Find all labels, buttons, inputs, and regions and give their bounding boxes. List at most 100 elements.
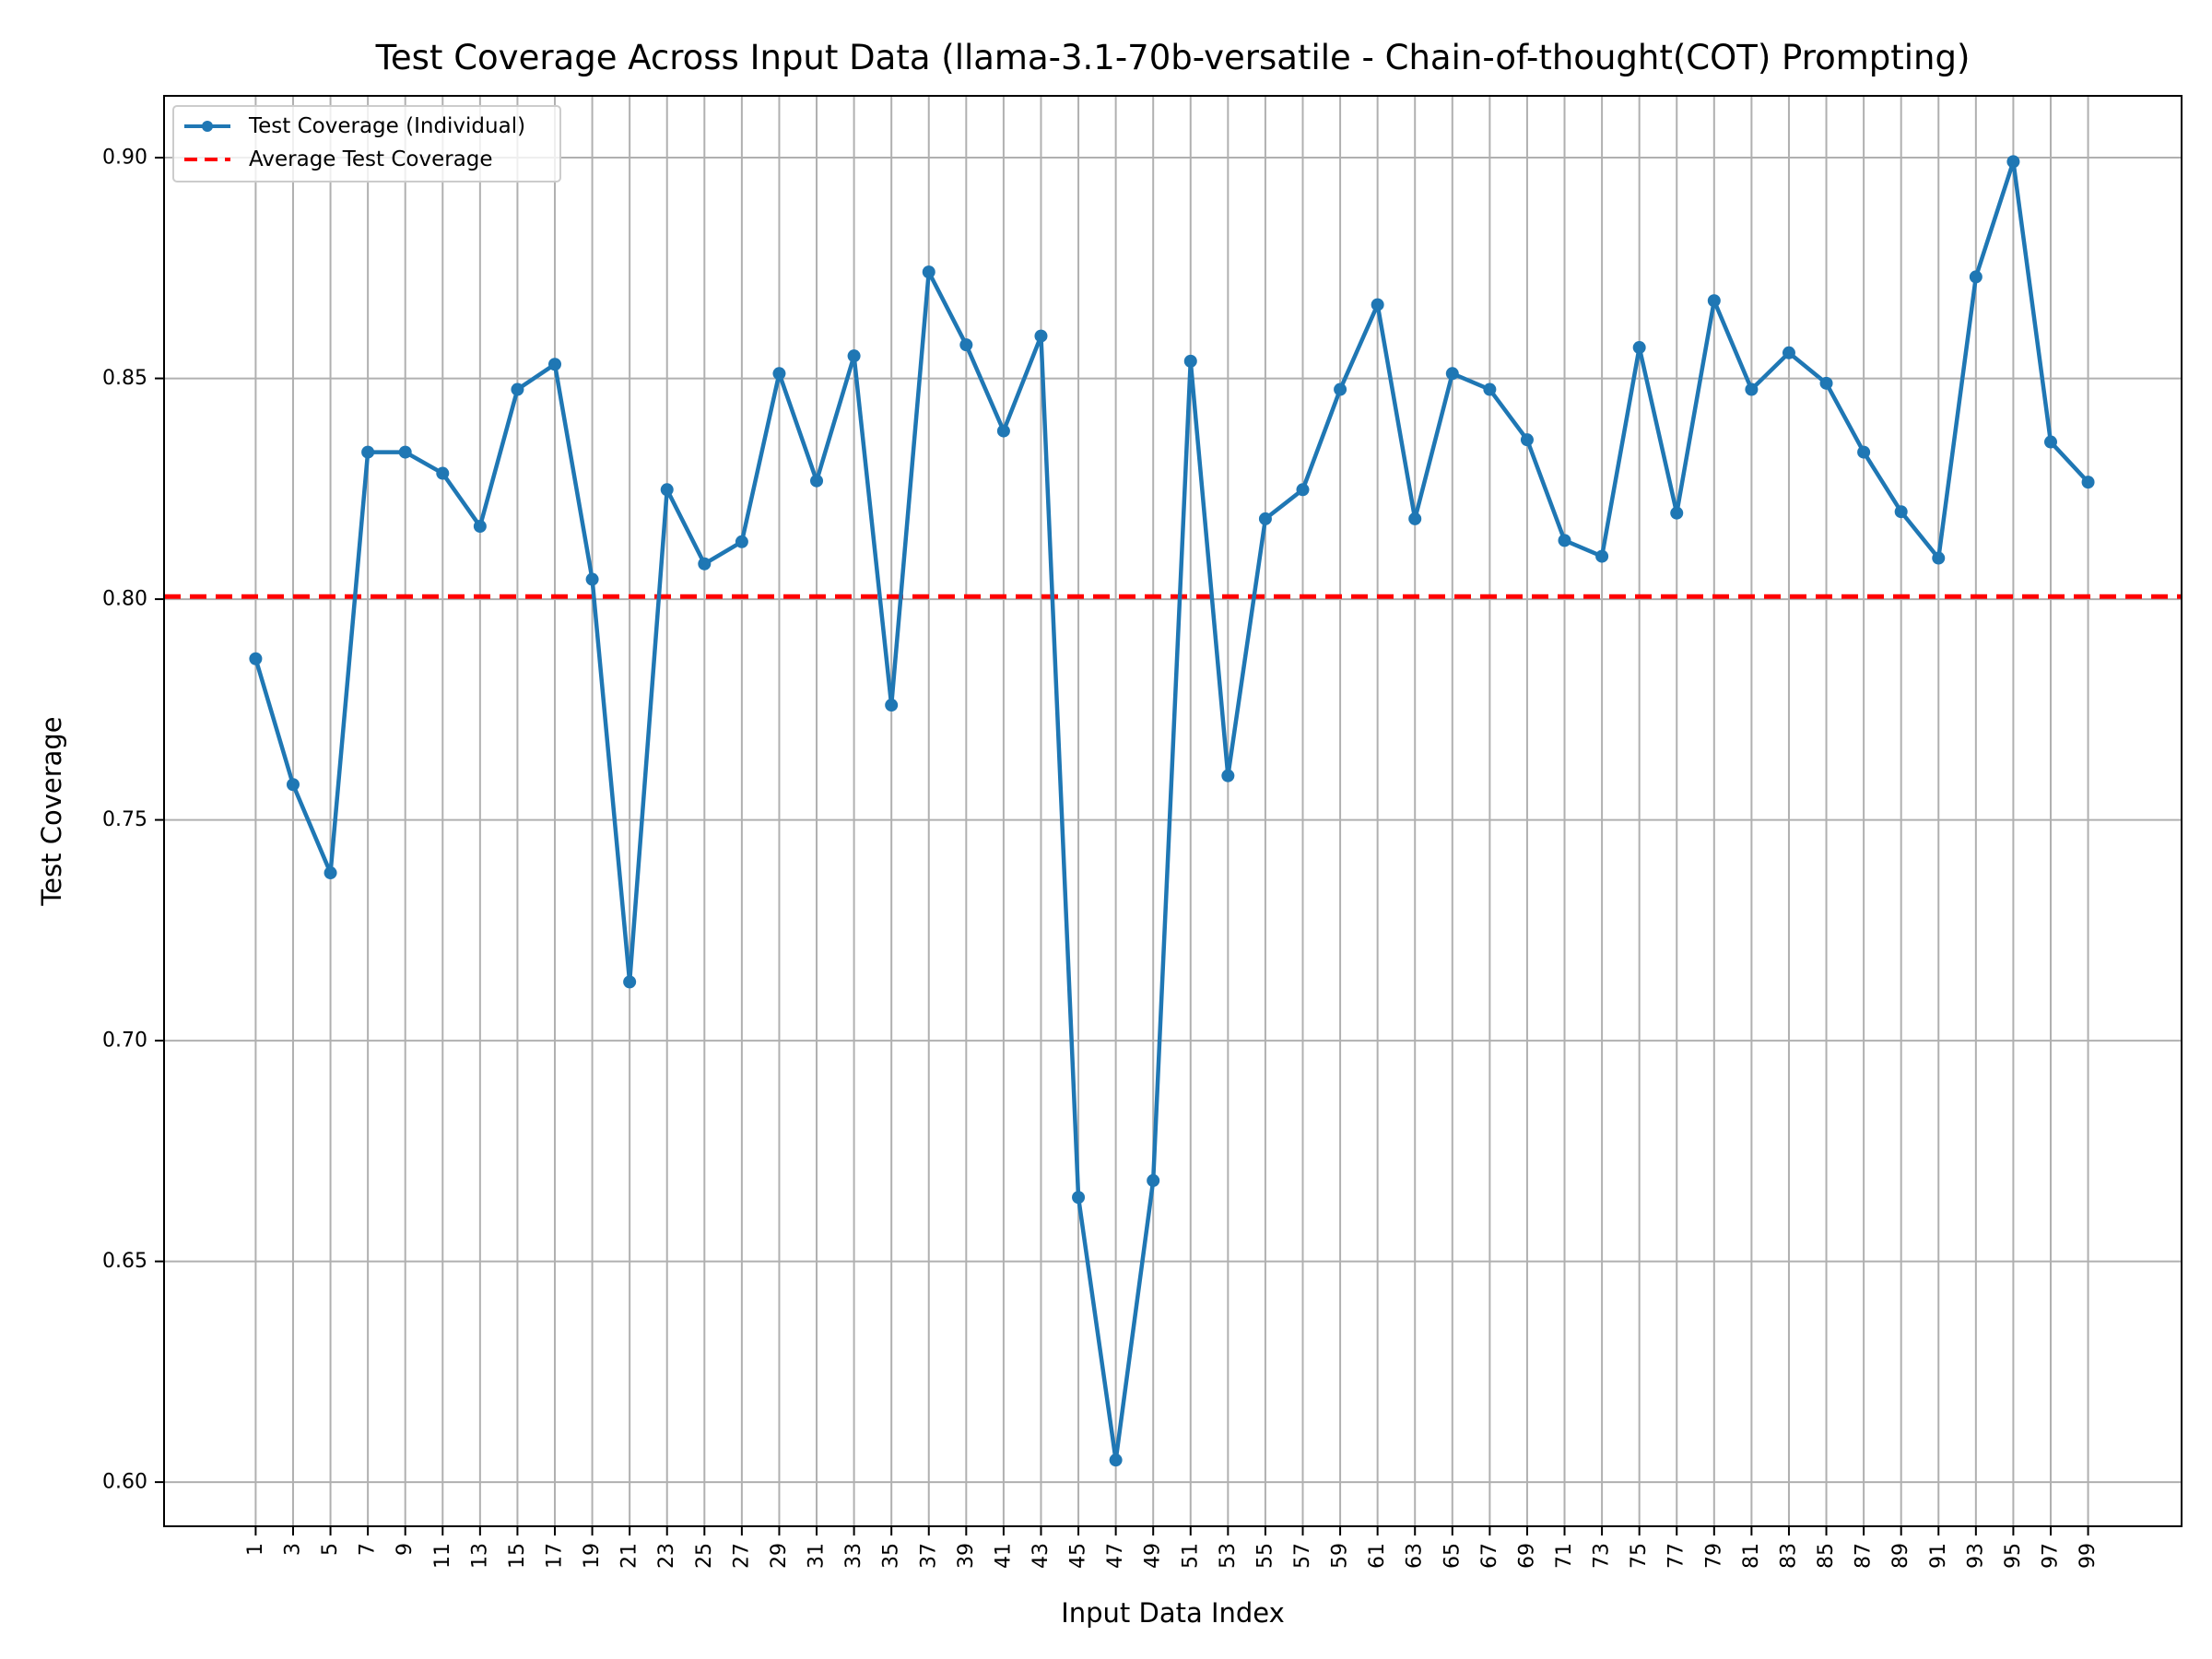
data-point (361, 445, 375, 459)
y-tick-label: 0.65 (102, 1250, 147, 1273)
x-axis-label: Input Data Index (1061, 1597, 1285, 1629)
data-point (2081, 476, 2095, 489)
data-point (1147, 1173, 1160, 1187)
legend-label-average: Average Test Coverage (249, 147, 493, 171)
data-point (1595, 549, 1609, 563)
data-point (1408, 512, 1422, 525)
data-point (847, 349, 861, 363)
x-tick-label: 71 (1553, 1543, 1576, 1569)
data-point (922, 265, 935, 279)
data-point (1371, 298, 1384, 312)
x-tick-label: 23 (655, 1543, 678, 1569)
data-point (1221, 769, 1235, 782)
x-tick-label: 51 (1179, 1543, 1202, 1569)
x-tick-label: 37 (917, 1543, 940, 1569)
x-tick-label: 95 (2002, 1543, 2025, 1569)
x-tick-label: 21 (618, 1543, 641, 1569)
x-tick-label: 5 (319, 1543, 342, 1556)
data-point (810, 474, 824, 488)
data-point (436, 466, 450, 480)
data-point (1670, 506, 1684, 520)
x-tick-label: 11 (431, 1543, 454, 1569)
plot-frame (163, 95, 2183, 1527)
x-tick-label: 49 (1142, 1543, 1165, 1569)
data-point (1334, 382, 1347, 396)
data-point (1857, 445, 1871, 459)
x-tick-label: 19 (581, 1543, 604, 1569)
x-tick-label: 47 (1104, 1543, 1127, 1569)
data-point (2043, 435, 2057, 449)
y-tick-label: 0.90 (102, 147, 147, 170)
x-tick-label: 97 (2039, 1543, 2062, 1569)
x-tick-label: 79 (1702, 1543, 1725, 1569)
data-point (1109, 1453, 1123, 1467)
data-point (1969, 270, 1983, 284)
legend-box (172, 105, 561, 182)
x-tick-label: 77 (1665, 1543, 1688, 1569)
x-tick-label: 69 (1515, 1543, 1538, 1569)
x-tick-label: 25 (693, 1543, 716, 1569)
grid (164, 96, 2182, 1526)
x-tick-label: 1 (244, 1543, 267, 1556)
x-axis-ticks: 1 3 5 7 9 11 13 15 17 19 21 23 25 27 29 31 33 35 37 39 41 43 4… (244, 1526, 2100, 1569)
data-point (885, 699, 899, 712)
x-tick-label: 55 (1253, 1543, 1277, 1569)
x-tick-label: 31 (806, 1543, 829, 1569)
series-layer (249, 155, 2095, 1467)
y-tick-label: 0.60 (102, 1471, 147, 1494)
x-tick-label: 33 (842, 1543, 865, 1569)
x-tick-label: 27 (730, 1543, 753, 1569)
x-tick-label: 53 (1217, 1543, 1240, 1569)
x-tick-label: 9 (394, 1543, 417, 1556)
x-tick-label: 91 (1927, 1543, 1950, 1569)
x-tick-label: 63 (1404, 1543, 1427, 1569)
data-point (698, 557, 712, 571)
data-point (1183, 354, 1197, 368)
data-point (1034, 329, 1048, 343)
data-point (735, 535, 748, 548)
x-tick-label: 39 (955, 1543, 978, 1569)
x-tick-label: 7 (357, 1543, 380, 1556)
x-tick-label: 43 (1030, 1543, 1053, 1569)
data-point (1932, 551, 1946, 565)
x-tick-label: 83 (1777, 1543, 1800, 1569)
data-point (660, 483, 674, 497)
data-point (1632, 341, 1646, 355)
y-tick-label: 0.85 (102, 367, 147, 390)
y-tick-label: 0.80 (102, 588, 147, 611)
data-point (1445, 367, 1459, 381)
chart-title: Test Coverage Across Input Data (llama-3… (375, 38, 1971, 77)
x-tick-label: 41 (992, 1543, 1015, 1569)
x-tick-label: 93 (1964, 1543, 1987, 1569)
x-tick-label: 13 (468, 1543, 491, 1569)
data-point (548, 358, 562, 371)
data-point (1819, 376, 1833, 390)
data-point (1894, 505, 1908, 519)
x-tick-label: 59 (1329, 1543, 1352, 1569)
data-point (1072, 1191, 1086, 1205)
data-point (1483, 382, 1497, 396)
x-tick-label: 81 (1740, 1543, 1763, 1569)
data-point (585, 572, 599, 586)
legend-label-individual: Test Coverage (Individual) (248, 114, 525, 138)
data-point (473, 520, 487, 534)
data-point (286, 778, 300, 792)
x-tick-label: 45 (1067, 1543, 1090, 1569)
x-tick-label: 75 (1628, 1543, 1651, 1569)
data-point (1296, 483, 1310, 497)
x-tick-label: 87 (1853, 1543, 1876, 1569)
data-point (2006, 155, 2020, 169)
data-point (772, 367, 786, 381)
series-line-individual (253, 159, 2090, 1463)
x-tick-label: 61 (1366, 1543, 1389, 1569)
data-point (996, 424, 1010, 438)
legend: Test Coverage (Individual) Average Test … (172, 105, 561, 182)
data-point (398, 445, 412, 459)
x-tick-label: 17 (544, 1543, 567, 1569)
x-tick-label: 67 (1478, 1543, 1501, 1569)
data-point (511, 382, 524, 396)
legend-marker-individual (202, 121, 213, 132)
x-tick-label: 57 (1291, 1543, 1314, 1569)
data-point (623, 975, 637, 989)
